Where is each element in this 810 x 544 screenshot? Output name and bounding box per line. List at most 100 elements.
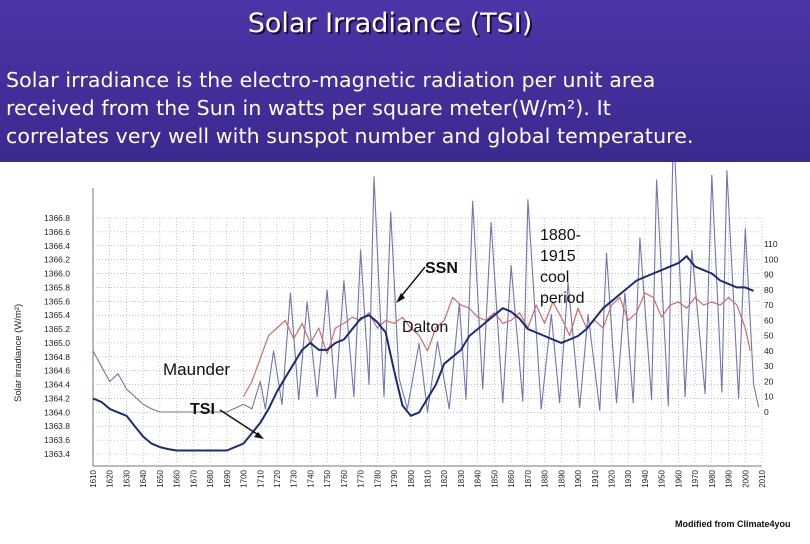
x-tick-label: 1850 [490,469,499,487]
x-tick-label: 1890 [557,469,566,487]
left-tick-label: 1364.0 [44,407,70,417]
left-tick-label: 1364.4 [44,380,70,390]
right-tick-label: 10 [764,392,774,402]
cool-period-line-3: cool [540,269,569,286]
left-tick-label: 1364.6 [44,366,70,376]
cool-period-line-4: period [540,290,584,307]
x-tick-label: 1860 [507,469,516,487]
x-tick-label: 1660 [173,469,182,487]
x-tick-label: 1790 [390,469,399,487]
slide-body: Solar irradiance is the electro-magnetic… [6,66,806,150]
x-tick-label: 1630 [122,469,131,487]
x-tick-label: 1700 [240,469,249,487]
series-line-tsi [92,255,754,452]
tsi-label: TSI [190,401,215,418]
series-line-ssn [92,121,760,413]
left-tick-label: 1365.4 [44,310,70,320]
x-tick-label: 1750 [323,469,332,487]
left-tick-label: 1366.4 [44,241,70,251]
left-tick-label: 1364.2 [44,393,70,403]
x-tick-label: 1870 [524,469,533,487]
x-tick-label: 1880 [541,469,550,487]
left-axis-ticks: 1366.8 1366.6 1366.4 1366.2 1366.0 1365.8 1365… [44,213,70,459]
ssn-arrow [398,266,426,300]
left-tick-label: 1365.0 [44,338,70,348]
right-tick-label: 90 [764,270,774,280]
x-tick-label: 1610 [89,469,98,487]
right-tick-label: 110 [764,239,778,249]
left-tick-label: 1363.6 [44,435,70,445]
body-line: Solar irradiance is the electro-magnetic… [6,68,656,92]
x-tick-label: 1670 [189,469,198,487]
left-tick-label: 1363.4 [44,449,70,459]
x-tick-label: 1800 [407,469,416,487]
left-tick-label: 1366.2 [44,255,70,265]
x-tick-label: 2010 [758,469,767,487]
maunder-label: Maunder [163,360,230,379]
left-tick-label: 1365.8 [44,282,70,292]
x-tick-label: 1680 [206,469,215,487]
x-tick-label: 1720 [273,469,282,487]
x-tick-label: 1940 [641,469,650,487]
slide-title: Solar Irradiance (TSI) [247,8,533,39]
left-axis-label: Solar irradiance (W/m²) [13,304,24,402]
left-tick-label: 1365.6 [44,296,70,306]
x-tick-label: 1740 [306,469,315,487]
right-tick-label: 0 [764,407,769,417]
x-tick-label: 1900 [574,469,583,487]
x-tick-label: 1950 [658,469,667,487]
body-line: correlates very well with sunspot number… [6,124,694,148]
x-tick-label: 1760 [340,469,349,487]
right-tick-label: 60 [764,315,774,325]
series-layer [92,121,760,452]
x-axis-ticks: 1610 1620 1630 1640 1650 1660 1670 1680 1690 1700… [89,469,767,487]
body-line: received from the Sun in watts per squar… [6,96,611,120]
right-tick-label: 50 [764,331,774,341]
x-tick-label: 1810 [424,469,433,487]
x-tick-label: 1820 [440,469,449,487]
dalton-label: Dalton [402,319,448,336]
tsi-arrowhead [254,432,264,439]
right-tick-label: 100 [764,254,778,264]
ssn-label: SSN [425,260,458,277]
left-tick-label: 1366.6 [44,227,70,237]
x-tick-label: 2000 [741,469,750,487]
x-tick-label: 1770 [357,469,366,487]
x-tick-label: 1830 [457,469,466,487]
credit-label: Modified from Climate4you [675,519,791,529]
x-tick-label: 1640 [139,469,148,487]
chart-area: 1366.8 1366.6 1366.4 1366.2 1366.0 1365.8 1365… [0,121,810,540]
grid-layer [92,188,763,467]
left-tick-label: 1364.8 [44,352,70,362]
left-tick-label: 1366.0 [44,269,70,279]
x-tick-label: 1970 [691,469,700,487]
cool-period-line-1: 1880- [540,227,581,244]
right-tick-label: 80 [764,285,774,295]
x-tick-label: 1650 [156,469,165,487]
x-tick-label: 1960 [674,469,683,487]
left-tick-label: 1365.2 [44,324,70,334]
left-tick-label: 1363.8 [44,421,70,431]
x-tick-label: 1980 [708,469,717,487]
x-tick-label: 1620 [106,469,115,487]
x-tick-label: 1930 [624,469,633,487]
right-tick-label: 20 [764,376,774,386]
left-tick-label: 1366.8 [44,213,70,223]
x-tick-label: 1920 [607,469,616,487]
x-tick-label: 1730 [290,469,299,487]
x-tick-label: 1910 [591,469,600,487]
right-tick-label: 30 [764,361,774,371]
right-tick-label: 70 [764,300,774,310]
cool-period-line-2: 1915 [540,248,576,265]
tsi-ssn-chart: 1366.8 1366.6 1366.4 1366.2 1366.0 1365.8 1365… [13,121,791,529]
x-tick-label: 1990 [725,469,734,487]
ssn-arrowhead [396,293,405,303]
x-tick-label: 1690 [223,469,232,487]
x-tick-label: 1780 [373,469,382,487]
slide-header [0,0,810,162]
x-tick-label: 1840 [474,469,483,487]
right-tick-label: 40 [764,346,774,356]
x-tick-label: 1710 [256,469,265,487]
tsi-arrow [219,409,261,437]
